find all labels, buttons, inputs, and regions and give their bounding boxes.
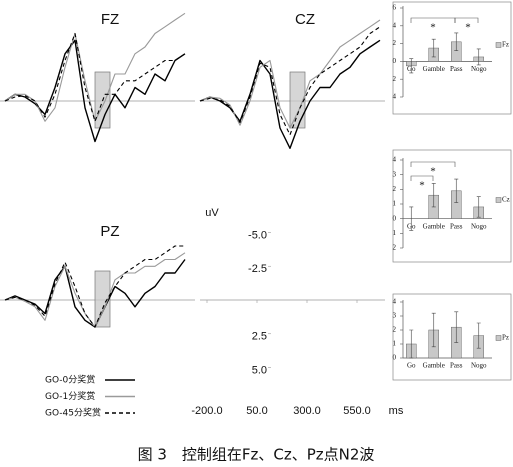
x-tick-label: Pass — [450, 222, 463, 230]
x-tick-label: Pass — [450, 362, 463, 370]
y-tick-label: 2.5 — [252, 331, 267, 343]
waveform — [4, 245, 185, 328]
error-bar — [454, 32, 459, 52]
panel-frame — [392, 149, 512, 263]
error-bar — [476, 48, 481, 66]
y-tick-label: -2.5 — [248, 263, 267, 275]
y-tick-label: -5.0 — [248, 229, 267, 241]
significance-mark: * — [430, 22, 436, 34]
error-bar — [454, 311, 459, 343]
legend-label: Pz — [502, 334, 509, 342]
y-tick-label: 0 — [393, 354, 397, 362]
y-tick-label: 2 — [393, 326, 397, 334]
x-tick-label: Nogo — [471, 362, 487, 370]
x-tick-label: -200.0 — [191, 405, 222, 417]
error-bar — [431, 38, 436, 58]
y-tick-label: 5.0 — [252, 364, 267, 376]
error-bar — [476, 196, 481, 218]
x-tick-label: 550.0 — [343, 405, 371, 417]
x-tick-label: Gamble — [423, 65, 445, 73]
x-tick-label: Go — [407, 222, 416, 230]
legend-label: Cz — [502, 196, 510, 204]
waveform — [199, 39, 381, 149]
y-tick-label: 3 — [393, 170, 397, 178]
y-tick-label: 2 — [393, 244, 397, 252]
error-bar — [409, 329, 414, 359]
panel-title: FZ — [101, 11, 119, 28]
y-tick-label: 0 — [393, 214, 397, 222]
x-tick-label: Pass — [450, 65, 463, 73]
significance-bracket — [454, 17, 479, 23]
legend-label: GO-0分奖赏 — [45, 374, 95, 386]
y-tick-label: 3 — [393, 312, 397, 320]
legend-label: GO-1分奖赏 — [45, 390, 95, 402]
significance-mark: * — [465, 22, 471, 34]
panel-frame — [392, 293, 512, 381]
analysis-window — [94, 270, 111, 328]
x-tick-label: Nogo — [471, 222, 487, 230]
x-unit: ms — [389, 405, 404, 417]
legend-swatch — [495, 197, 502, 203]
error-bar — [431, 312, 436, 348]
legend-swatch — [495, 42, 502, 48]
panel-title: CZ — [295, 11, 315, 28]
y-tick-label: 1 — [393, 229, 397, 237]
error-bar — [431, 183, 436, 208]
x-tick-label: 50.0 — [246, 405, 267, 417]
error-bar — [476, 322, 481, 349]
error-bar — [454, 178, 459, 203]
y-tick-label: 4 — [393, 156, 397, 164]
x-tick-label: Go — [407, 362, 416, 370]
y-tick-label: 1 — [393, 340, 397, 348]
panel-title: PZ — [100, 223, 119, 240]
error-bar — [409, 206, 414, 231]
x-tick-label: Gamble — [423, 222, 445, 230]
legend-label: Fz — [502, 41, 509, 49]
y-tick-label: 4 — [393, 298, 397, 306]
y-tick-label: 6 — [393, 4, 397, 12]
error-bar — [409, 58, 414, 74]
y-tick-label: 1 — [393, 200, 397, 208]
waveform — [199, 19, 381, 129]
y-tick-label: 4 — [393, 21, 397, 29]
y-tick-label: 2 — [393, 39, 397, 47]
y-tick-label: 0 — [393, 57, 397, 65]
y-tick-label: 2 — [393, 185, 397, 193]
y-unit: uV — [205, 207, 219, 219]
significance-mark: * — [419, 180, 425, 192]
panel-frame — [392, 1, 512, 115]
legend-swatch — [495, 335, 502, 341]
significance-mark: * — [430, 166, 436, 178]
x-tick-label: Gamble — [423, 362, 445, 370]
waveform — [4, 39, 186, 143]
caption: 图 3 控制组在Fz、Cz、Pz点N2波 — [138, 446, 375, 464]
waveform — [4, 12, 186, 122]
y-tick-label: 2 — [393, 75, 397, 83]
x-tick-label: Nogo — [471, 65, 487, 73]
significance-bracket — [410, 161, 456, 167]
x-tick-label: 300.0 — [293, 405, 321, 417]
significance-bracket — [410, 175, 434, 181]
y-tick-label: 4 — [393, 93, 397, 101]
x-tick-label: Go — [407, 65, 416, 73]
legend-label: GO-45分奖赏 — [45, 407, 101, 419]
